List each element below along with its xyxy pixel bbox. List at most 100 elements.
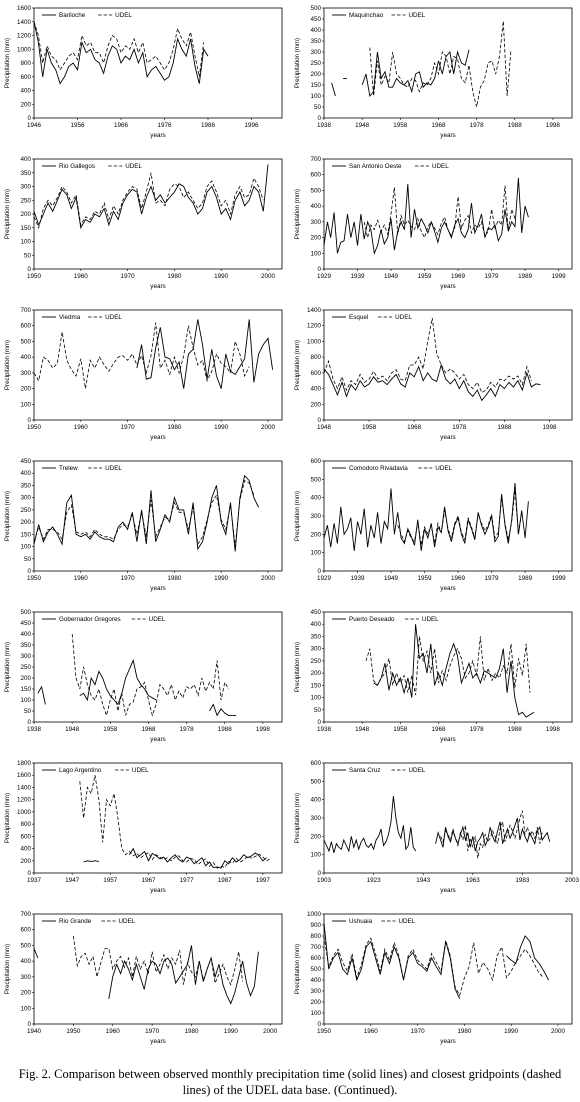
y-tick-label: 1000 bbox=[17, 46, 32, 53]
series-line-observed bbox=[435, 817, 551, 852]
plot-frame bbox=[33, 158, 283, 270]
y-axis-label: Precipitation (mm) bbox=[294, 38, 301, 88]
x-axis-label: years bbox=[150, 736, 165, 743]
y-axis-label: Precipitation (mm) bbox=[294, 642, 301, 692]
y-tick-label: 200 bbox=[20, 675, 31, 682]
y-axis-label: Precipitation (mm) bbox=[4, 38, 11, 88]
y-tick-label: 400 bbox=[20, 470, 31, 477]
x-tick-label: 1980 bbox=[184, 1028, 199, 1035]
y-tick-label: 1000 bbox=[17, 809, 32, 816]
y-tick-label: 400 bbox=[310, 27, 321, 34]
chart-svg: 0 50 100 150 200 250 300 350 400 1950 1960 1970 1980… bbox=[4, 156, 283, 290]
series-line-observed bbox=[33, 474, 260, 552]
y-tick-label: 150 bbox=[310, 682, 321, 689]
chart-svg: 0 100 200 300 400 500 600 700 1929 1939 1949 1959 19… bbox=[294, 156, 573, 290]
y-tick-label: 400 bbox=[310, 203, 321, 210]
x-axis-label: years bbox=[150, 1038, 165, 1045]
series-line-observed bbox=[323, 795, 417, 853]
legend-label-udel: UDEL bbox=[149, 616, 166, 623]
chart-svg: 0 50 100 150 200 250 300 350 400 450 500 1938 1948 19… bbox=[294, 5, 573, 139]
x-tick-label: 1950 bbox=[27, 424, 42, 431]
y-tick-label: 300 bbox=[310, 815, 321, 822]
x-tick-label: 1978 bbox=[180, 726, 195, 733]
legend-label-udel: UDEL bbox=[105, 314, 122, 321]
legend-label-udel: UDEL bbox=[395, 314, 412, 321]
y-tick-label: 200 bbox=[310, 670, 321, 677]
legend-label-udel: UDEL bbox=[105, 465, 122, 472]
y-tick-label: 500 bbox=[20, 338, 31, 345]
y-tick-label: 800 bbox=[20, 60, 31, 67]
x-tick-label: 1979 bbox=[485, 575, 500, 582]
y-tick-label: 450 bbox=[20, 458, 31, 465]
chart-svg: 0 100 200 300 400 500 600 700 1940 1950 1960 1970 19… bbox=[4, 911, 283, 1045]
y-tick-label: 100 bbox=[310, 852, 321, 859]
x-tick-label: 1923 bbox=[367, 877, 382, 884]
chart-panel-santa-cruz: 0 100 200 300 400 500 600 1903 1923 1943 1963 1983 2… bbox=[290, 755, 580, 905]
series-line-observed bbox=[37, 658, 237, 717]
x-tick-label: 1966 bbox=[114, 122, 129, 129]
plot-frame bbox=[33, 7, 283, 119]
x-tick-label: 1947 bbox=[65, 877, 80, 884]
figure-caption: Fig. 2. Comparison between observed mont… bbox=[18, 1067, 562, 1097]
x-tick-label: 1990 bbox=[214, 575, 229, 582]
series-line-udel bbox=[323, 935, 545, 997]
x-tick-label: 1950 bbox=[27, 273, 42, 280]
x-axis-label: years bbox=[150, 283, 165, 290]
y-tick-label: 200 bbox=[310, 999, 321, 1006]
y-tick-label: 0 bbox=[27, 568, 31, 575]
y-tick-label: 1600 bbox=[17, 772, 32, 779]
y-tick-label: 0 bbox=[317, 719, 321, 726]
series-line-observed bbox=[323, 482, 529, 551]
y-tick-label: 200 bbox=[20, 990, 31, 997]
series-line-observed bbox=[33, 945, 259, 1005]
y-tick-label: 0 bbox=[27, 1021, 31, 1028]
y-tick-label: 50 bbox=[314, 104, 322, 111]
y-axis-label: Precipitation (mm) bbox=[294, 944, 301, 994]
plot-frame bbox=[33, 762, 283, 874]
plot-frame bbox=[33, 913, 283, 1025]
y-tick-label: 400 bbox=[20, 958, 31, 965]
y-tick-label: 600 bbox=[310, 370, 321, 377]
chart-svg: 0 100 200 300 400 500 600 700 800 900 1000 1950 1960… bbox=[294, 911, 573, 1045]
x-tick-label: 1968 bbox=[431, 726, 446, 733]
legend-label-udel: UDEL bbox=[409, 767, 426, 774]
y-tick-label: 900 bbox=[310, 922, 321, 929]
y-tick-label: 300 bbox=[20, 184, 31, 191]
x-tick-label: 1929 bbox=[317, 273, 332, 280]
x-tick-label: 1989 bbox=[518, 273, 533, 280]
y-tick-label: 600 bbox=[20, 323, 31, 330]
chart-panel-viedma: 0 100 200 300 400 500 600 700 1950 1960 1970 1980 19… bbox=[0, 302, 290, 452]
y-tick-label: 1200 bbox=[17, 33, 32, 40]
series-line-udel bbox=[397, 490, 523, 546]
y-axis-label: Precipitation (mm) bbox=[294, 189, 301, 239]
y-tick-label: 250 bbox=[310, 658, 321, 665]
y-tick-label: 1400 bbox=[307, 307, 322, 314]
series-line-udel bbox=[33, 480, 255, 547]
x-tick-label: 1986 bbox=[201, 122, 216, 129]
x-tick-label: 1958 bbox=[393, 726, 408, 733]
y-tick-label: 700 bbox=[310, 156, 321, 163]
y-tick-label: 600 bbox=[310, 760, 321, 767]
x-tick-label: 1968 bbox=[431, 122, 446, 129]
chart-panel-ushuaia: 0 100 200 300 400 500 600 700 800 900 1000 1950 1960… bbox=[290, 906, 580, 1056]
legend-label-station: San Antonio Oeste bbox=[349, 163, 402, 170]
y-tick-label: 450 bbox=[310, 609, 321, 616]
series-line-udel bbox=[33, 21, 205, 77]
y-tick-label: 300 bbox=[310, 988, 321, 995]
series-line-udel bbox=[71, 633, 229, 717]
x-tick-label: 2000 bbox=[263, 1028, 278, 1035]
x-tick-label: 1998 bbox=[546, 726, 561, 733]
x-axis-label: years bbox=[440, 887, 455, 894]
x-tick-label: 1997 bbox=[256, 877, 271, 884]
x-axis-label: years bbox=[440, 736, 455, 743]
y-tick-label: 350 bbox=[20, 170, 31, 177]
y-tick-label: 200 bbox=[310, 401, 321, 408]
x-tick-label: 1929 bbox=[317, 575, 332, 582]
x-tick-label: 1950 bbox=[317, 1028, 332, 1035]
chart-panel-comodoro-rivadavia: 0 100 200 300 400 500 600 1929 1939 1949 1959 1969 1… bbox=[290, 453, 580, 603]
series-line-udel bbox=[323, 317, 532, 394]
x-tick-label: 1990 bbox=[214, 273, 229, 280]
y-tick-label: 0 bbox=[317, 115, 321, 122]
plot-frame bbox=[33, 309, 283, 421]
plot-frame bbox=[323, 309, 573, 421]
